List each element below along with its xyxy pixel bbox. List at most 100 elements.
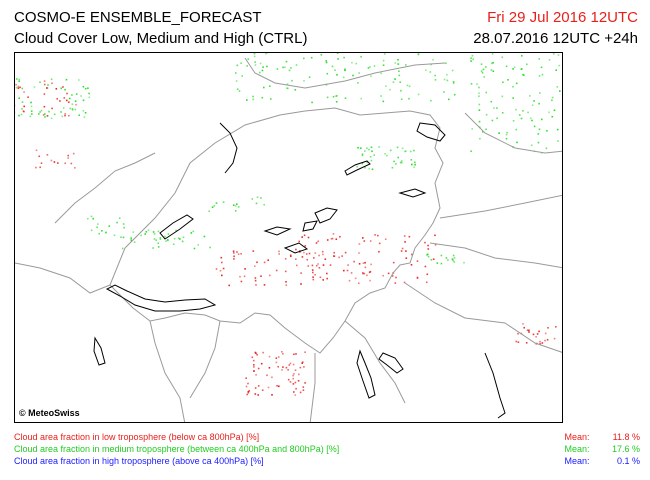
cloud-dot <box>401 147 404 150</box>
cloud-dot <box>284 270 287 273</box>
cloud-dot <box>157 246 160 248</box>
cloud-dot <box>405 64 407 66</box>
cloud-dot <box>470 57 472 59</box>
cloud-dot <box>325 61 328 64</box>
cloud-dot <box>491 53 494 55</box>
cloud-dot <box>74 167 76 169</box>
cloud-dot <box>101 230 103 232</box>
cloud-dot <box>533 100 535 102</box>
cloud-dot <box>452 254 455 257</box>
cloud-dot <box>361 154 364 156</box>
cloud-dot <box>96 226 98 229</box>
cloud-dot <box>247 392 250 394</box>
cloud-dot <box>140 234 142 237</box>
cloud-dot <box>326 272 328 275</box>
cloud-dot <box>301 256 304 258</box>
cloud-dot <box>15 83 17 86</box>
cloud-dot <box>153 238 156 240</box>
cloud-dot <box>270 98 272 100</box>
cloud-dot <box>247 58 250 60</box>
cloud-dot <box>526 63 528 66</box>
cloud-dot <box>548 59 551 61</box>
cloud-dot <box>179 238 181 240</box>
cloud-dot <box>254 279 257 282</box>
cloud-dot <box>446 79 449 82</box>
cloud-dot <box>130 237 132 240</box>
cloud-dot <box>27 96 29 98</box>
cloud-dot <box>275 357 278 359</box>
cloud-dot <box>356 165 358 168</box>
cloud-dot <box>541 342 544 344</box>
cloud-dot <box>538 128 541 131</box>
cloud-dot <box>430 99 432 102</box>
cloud-dot <box>21 108 23 110</box>
cloud-dot <box>427 244 429 247</box>
cloud-dot <box>547 327 549 329</box>
cloud-dot <box>92 217 94 220</box>
cloud-dot <box>436 262 439 264</box>
cloud-dot <box>232 204 235 206</box>
cloud-dot <box>317 240 319 243</box>
cloud-dot <box>427 255 430 258</box>
cloud-dot <box>366 274 368 277</box>
cloud-dot <box>334 69 336 71</box>
cloud-dot <box>240 253 242 255</box>
cloud-dot <box>240 62 242 64</box>
cloud-dot <box>400 89 402 92</box>
cloud-dot <box>432 258 435 260</box>
cloud-dot <box>533 125 536 128</box>
cloud-dot <box>122 223 125 225</box>
cloud-dot <box>38 113 40 115</box>
cloud-dot <box>394 78 396 80</box>
cloud-dot <box>382 59 385 62</box>
cloud-dot <box>319 276 322 279</box>
cloud-dot <box>337 58 339 60</box>
cloud-dot <box>380 95 382 97</box>
cloud-dot <box>432 58 434 61</box>
cloud-dot <box>255 374 257 376</box>
cloud-dot <box>403 235 406 237</box>
cloud-dot <box>556 86 559 88</box>
cloud-dot <box>133 241 136 243</box>
cloud-dot <box>285 281 287 283</box>
cloud-dot <box>118 217 121 219</box>
cloud-dot <box>336 74 338 76</box>
cloud-dot <box>313 257 315 259</box>
cloud-dot <box>285 60 288 63</box>
cloud-dot <box>53 161 56 163</box>
cloud-dot <box>555 69 557 71</box>
cloud-dot <box>528 331 530 333</box>
cloud-dot <box>521 55 523 57</box>
run-time: 28.07.2016 12UTC +24h <box>473 30 638 47</box>
cloud-dot <box>66 92 68 95</box>
cloud-dot <box>243 275 246 278</box>
cloud-dot <box>384 153 386 155</box>
cloud-dot <box>68 114 70 117</box>
cloud-dot <box>298 373 300 376</box>
cloud-dot <box>545 147 548 150</box>
cloud-dot <box>152 247 154 249</box>
cloud-dot <box>530 144 533 147</box>
cloud-dot <box>120 236 122 238</box>
cloud-dot <box>257 367 260 370</box>
cloud-dot <box>515 82 518 85</box>
cloud-dot <box>153 233 156 235</box>
mean-high-label: Mean: <box>564 456 590 466</box>
cloud-dot <box>401 247 404 250</box>
cloud-dot <box>322 264 325 266</box>
cloud-dot <box>481 72 484 74</box>
cloud-dot <box>263 203 265 206</box>
cloud-dot <box>384 238 387 240</box>
cloud-dot <box>427 248 430 250</box>
cloud-dot <box>410 159 413 161</box>
cloud-dot <box>382 64 385 66</box>
cloud-dot <box>505 133 508 136</box>
cloud-dot <box>256 261 258 264</box>
cloud-dot <box>237 253 240 255</box>
cloud-dot <box>267 259 269 261</box>
cloud-dot <box>330 238 333 240</box>
cloud-dot <box>445 62 447 65</box>
cloud-dot <box>540 66 543 69</box>
cloud-dot <box>361 162 364 165</box>
cloud-dot <box>369 270 372 273</box>
